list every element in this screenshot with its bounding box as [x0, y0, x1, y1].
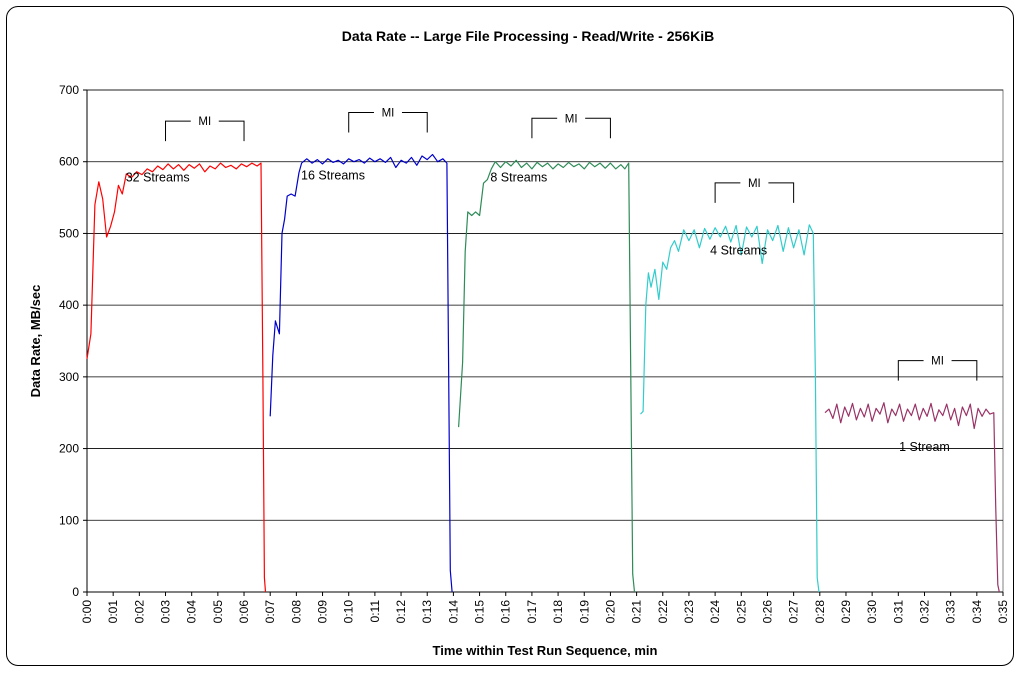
y-tick-label: 500: [59, 226, 79, 240]
mi-label: MI: [931, 356, 944, 368]
x-tick-label: 0:34: [970, 600, 984, 624]
x-tick-label: 0:08: [289, 600, 303, 624]
y-tick-label: 600: [59, 155, 79, 169]
series-label: 4 Streams: [710, 244, 767, 258]
x-tick-label: 0:01: [106, 600, 120, 624]
y-tick-label: 0: [72, 585, 79, 599]
x-tick-label: 0:28: [813, 600, 827, 624]
mi-bracket-right: [218, 120, 245, 142]
x-tick-label: 0:14: [446, 600, 460, 624]
series-label: 16 Streams: [301, 168, 365, 182]
x-tick-label: 0:25: [734, 600, 748, 624]
y-tick-label: 300: [59, 370, 79, 384]
x-tick-label: 0:13: [420, 600, 434, 624]
mi-bracket-right: [951, 360, 978, 381]
x-tick-label: 0:23: [682, 600, 696, 624]
x-tick-label: 0:12: [394, 600, 408, 624]
mi-bracket-left: [348, 112, 374, 133]
x-axis-title: Time within Test Run Sequence, min: [433, 643, 658, 658]
mi-label: MI: [198, 116, 211, 128]
x-tick-label: 0:15: [473, 600, 487, 624]
x-tick-label: 0:24: [708, 600, 722, 624]
series-line: [269, 153, 453, 593]
mi-bracket-left: [165, 120, 191, 142]
x-tick-label: 0:35: [996, 600, 1010, 624]
x-tick-label: 0:22: [656, 600, 670, 624]
gridlines: [86, 89, 1003, 593]
mi-bracket-right: [585, 117, 611, 139]
y-axis-title: Data Rate, MB/sec: [28, 285, 43, 398]
series-label: 8 Streams: [490, 170, 547, 184]
mi-bracket-right: [401, 112, 428, 133]
x-axis-ticks: 0:00 0:01 0:02 0:03 0:04 0:05 0:06 0:07 0:08 0:09…: [80, 592, 1010, 623]
x-tick-label: 0:02: [132, 600, 146, 624]
mi-label: MI: [748, 178, 761, 190]
annotations: 32 Streams MI 16 Streams MI 8 Streams MI 4 Str…: [126, 108, 978, 454]
x-tick-label: 0:07: [263, 600, 277, 624]
x-tick-label: 0:10: [342, 600, 356, 624]
mi-bracket-right: [768, 182, 795, 203]
x-tick-label: 0:31: [891, 600, 905, 624]
x-tick-label: 0:20: [603, 600, 617, 624]
series-line: [824, 402, 1000, 593]
x-tick-label: 0:00: [80, 600, 94, 624]
x-tick-label: 0:18: [551, 600, 565, 624]
x-tick-label: 0:19: [577, 600, 591, 624]
mi-label: MI: [565, 113, 578, 125]
y-tick-label: 100: [59, 513, 79, 527]
plot-area: [86, 89, 1004, 593]
mi-bracket-left: [714, 182, 741, 203]
x-tick-label: 0:29: [839, 600, 853, 624]
x-tick-label: 0:03: [159, 600, 173, 624]
mi-bracket-left: [531, 117, 558, 139]
x-tick-label: 0:33: [944, 600, 958, 624]
chart-title: Data Rate -- Large File Processing - Rea…: [342, 28, 714, 44]
mi-bracket-left: [897, 360, 924, 381]
x-tick-label: 0:26: [760, 600, 774, 624]
x-tick-label: 0:11: [368, 600, 382, 623]
x-tick-label: 0:21: [630, 600, 644, 624]
x-tick-label: 0:17: [525, 600, 539, 624]
x-tick-label: 0:16: [499, 600, 513, 624]
x-tick-label: 0:09: [316, 600, 330, 624]
y-tick-label: 400: [59, 298, 79, 312]
series-line: [86, 162, 267, 593]
x-tick-label: 0:32: [917, 600, 931, 624]
y-tick-label: 200: [59, 442, 79, 456]
x-tick-label: 0:27: [787, 600, 801, 624]
x-tick-label: 0:05: [211, 600, 225, 624]
series-line: [640, 224, 820, 593]
x-tick-label: 0:06: [237, 600, 251, 624]
series-label: 32 Streams: [126, 170, 190, 184]
y-tick-label: 700: [59, 83, 79, 97]
x-tick-label: 0:30: [865, 600, 879, 624]
x-tick-label: 0:04: [185, 600, 199, 624]
series-label: 1 Stream: [899, 440, 950, 454]
y-axis-ticks: 0 100 200 300 400 500 600 700: [59, 83, 87, 599]
mi-label: MI: [382, 108, 395, 120]
series-group: [86, 153, 1000, 593]
series-line: [458, 159, 636, 593]
